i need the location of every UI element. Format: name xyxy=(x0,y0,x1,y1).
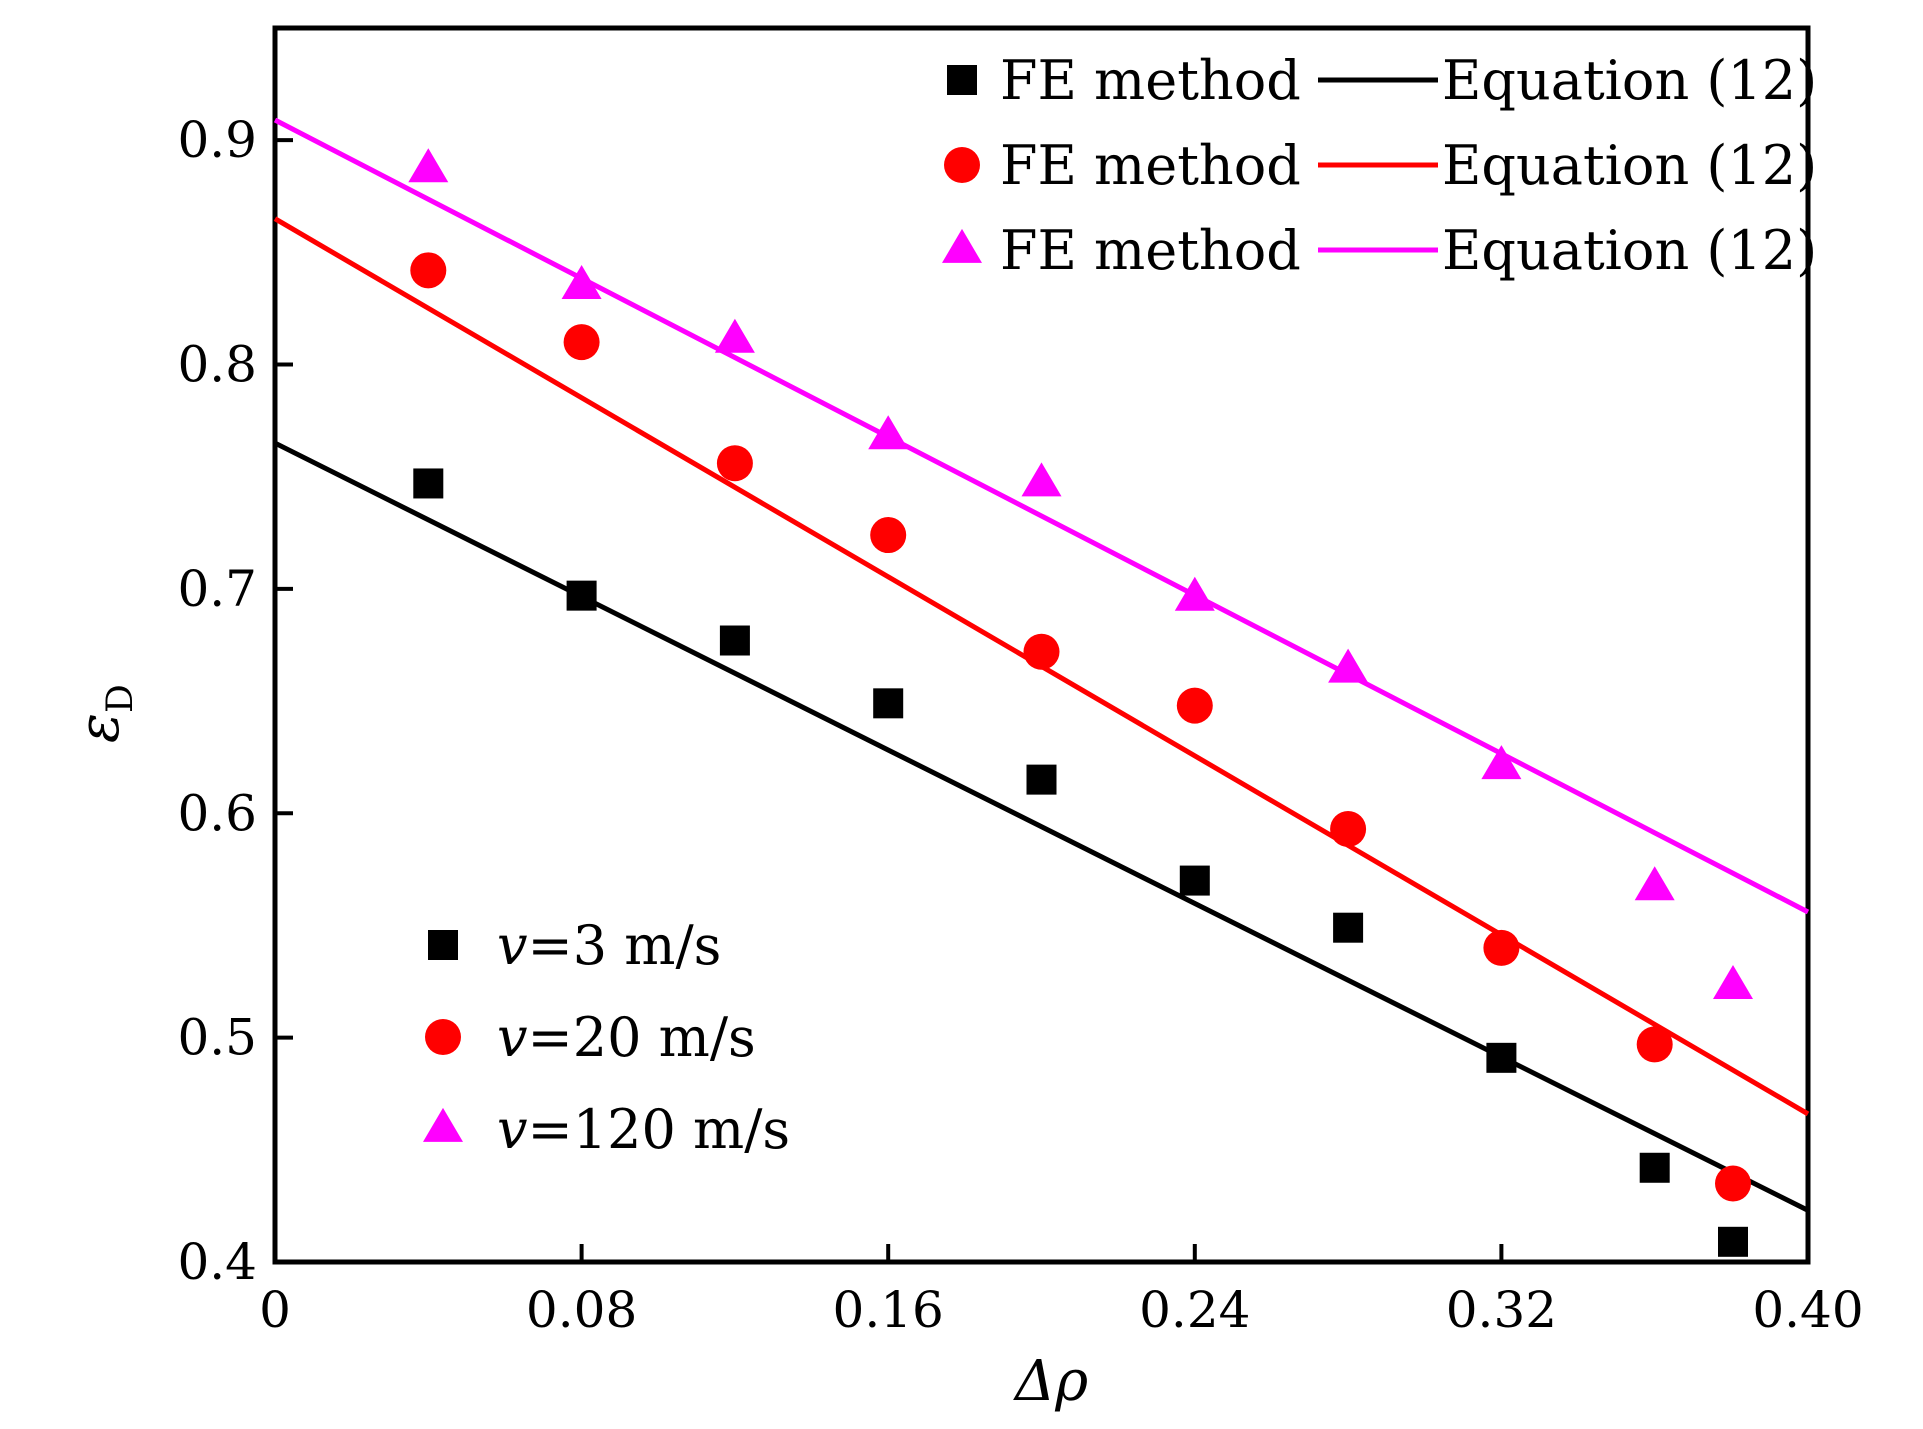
data-point-2-9 xyxy=(1713,964,1753,999)
x-tick-label: 0 xyxy=(259,1281,291,1339)
legend-top-line-label-1: Equation (12) xyxy=(1442,134,1817,197)
data-point-2-6 xyxy=(1328,648,1369,683)
data-point-1-5 xyxy=(1176,687,1213,724)
data-point-2-7 xyxy=(1481,745,1522,780)
data-point-1-2 xyxy=(716,445,753,482)
legend-bottom-marker-1 xyxy=(425,1019,461,1055)
data-point-1-9 xyxy=(1715,1165,1751,1202)
legend-bottom-label-0: v=3 m/s xyxy=(497,914,721,977)
data-points-layer xyxy=(408,148,1753,1257)
fit-line-2 xyxy=(273,117,1810,915)
x-tick-label: 0.32 xyxy=(1446,1281,1557,1339)
x-axis-title: Δρ xyxy=(1013,1349,1088,1414)
data-point-0-5 xyxy=(1179,865,1210,896)
data-point-2-8 xyxy=(1634,866,1675,901)
data-point-2-5 xyxy=(1174,576,1215,611)
x-tick-label: 0.24 xyxy=(1139,1281,1250,1339)
legend-top-marker-label-1: FE method xyxy=(1000,134,1301,197)
y-tick-label: 0.4 xyxy=(177,1233,257,1291)
data-point-0-2 xyxy=(719,625,750,656)
data-point-0-7 xyxy=(1486,1042,1517,1073)
data-point-0-0 xyxy=(413,468,444,499)
legend-top-marker-1 xyxy=(944,147,980,183)
legend-bottom-marker-2 xyxy=(423,1107,463,1142)
axes-layer: 0 0.08 0.16 0.24 0.32 0.40 0.4 0.5 0.6 0.7 0.8 0.9 xyxy=(177,25,1864,1339)
data-point-1-4 xyxy=(1023,633,1060,670)
y-axis-title: ε D xyxy=(67,684,141,743)
legend-bottom-value-0: =3 m/s xyxy=(528,914,722,977)
legend-bottom-value-1: =20 m/s xyxy=(528,1006,756,1069)
y-tick-label: 0.7 xyxy=(177,560,257,618)
y-tick-label: 0.9 xyxy=(177,111,257,169)
y-tick-label: 0.6 xyxy=(177,784,257,842)
y-axis-title-symbol: ε xyxy=(67,713,132,743)
x-tick-label: 0.08 xyxy=(526,1281,637,1339)
legend-top: FE method Equation (12) FE method Equation … xyxy=(942,49,1817,282)
legend-bottom-label-2: v=120 m/s xyxy=(497,1098,790,1161)
legend-bottom-marker-0 xyxy=(428,930,458,960)
data-point-2-1 xyxy=(561,264,602,299)
legend-top-line-label-0: Equation (12) xyxy=(1442,49,1817,112)
data-point-2-3 xyxy=(868,415,909,450)
data-point-0-6 xyxy=(1333,912,1364,943)
legend-bottom: v=3 m/sv=20 m/sv=120 m/s xyxy=(423,914,790,1161)
fit-line-0 xyxy=(273,440,1810,1213)
legend-top-marker-label-2: FE method xyxy=(1000,219,1301,282)
data-point-0-1 xyxy=(566,580,597,611)
data-point-0-9 xyxy=(1718,1226,1748,1257)
legend-bottom-value-2: =120 m/s xyxy=(528,1098,791,1161)
legend-bottom-var-2: v xyxy=(497,1098,528,1161)
data-point-1-7 xyxy=(1483,929,1520,966)
legend-top-marker-0 xyxy=(947,65,977,95)
data-point-2-2 xyxy=(714,318,755,353)
legend-top-marker-2 xyxy=(942,228,982,263)
data-point-0-4 xyxy=(1026,764,1057,795)
x-tick-label: 0.16 xyxy=(833,1281,944,1339)
y-axis-title-subscript: D xyxy=(100,684,141,713)
legend-bottom-var-0: v xyxy=(497,914,528,977)
legend-top-marker-label-0: FE method xyxy=(1000,49,1301,112)
data-point-1-8 xyxy=(1636,1026,1673,1063)
y-tick-label: 0.8 xyxy=(177,336,257,394)
legend-bottom-var-1: v xyxy=(497,1006,528,1069)
data-point-1-0 xyxy=(410,252,447,289)
axis-titles: Δρ ε D xyxy=(67,684,1088,1414)
data-point-2-4 xyxy=(1021,462,1062,497)
data-point-2-0 xyxy=(408,148,449,183)
legend-top-line-label-2: Equation (12) xyxy=(1442,219,1817,282)
y-tick-label: 0.5 xyxy=(177,1009,257,1067)
x-tick-label: 0.40 xyxy=(1752,1281,1863,1339)
legend-bottom-label-1: v=20 m/s xyxy=(497,1006,756,1069)
plot-frame xyxy=(272,25,1811,1265)
data-point-1-3 xyxy=(870,517,907,554)
data-point-0-8 xyxy=(1639,1152,1670,1183)
data-point-0-3 xyxy=(873,688,904,719)
data-point-1-6 xyxy=(1330,810,1367,847)
data-point-1-1 xyxy=(563,324,600,361)
